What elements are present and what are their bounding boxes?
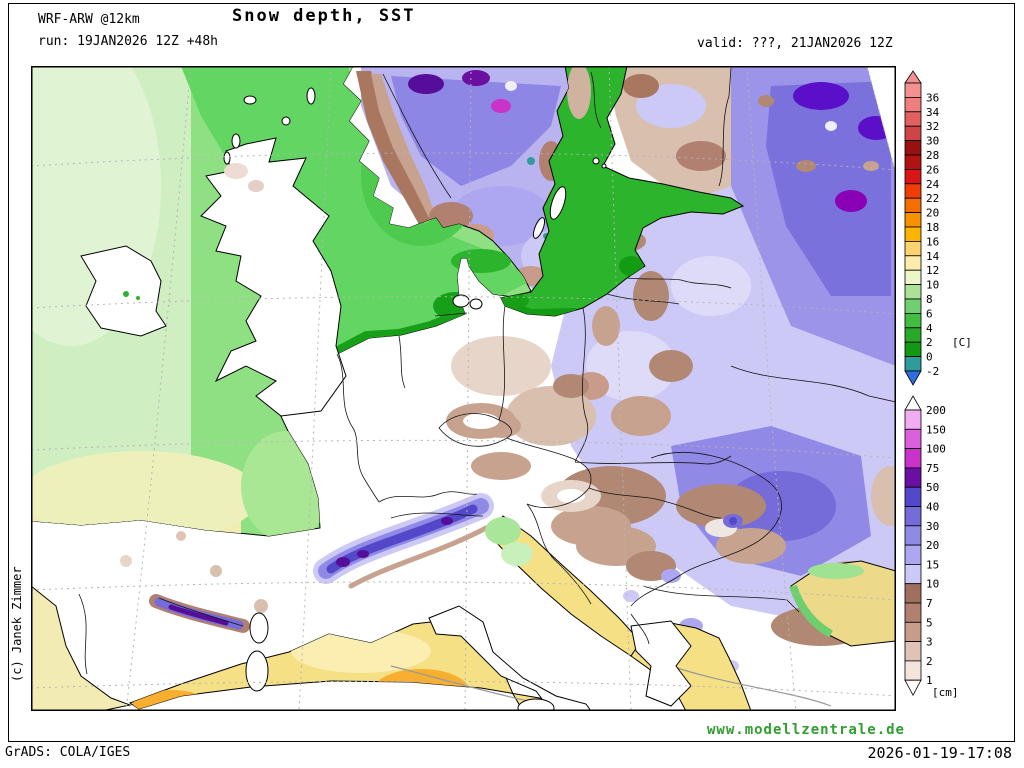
svg-text:16: 16 <box>926 235 939 248</box>
map-island-snow <box>123 163 264 300</box>
svg-text:[C]: [C] <box>952 336 972 349</box>
svg-text:20: 20 <box>926 207 939 220</box>
svg-text:24: 24 <box>926 178 940 191</box>
map-islands-layer <box>80 87 692 718</box>
svg-text:50: 50 <box>926 481 939 494</box>
svg-text:12: 12 <box>926 264 939 277</box>
colorbar-sst: 36 34 32 30 28 26 24 22 20 18 16 14 12 10 8 6 4 2 [C] 0 -2 <box>903 66 973 395</box>
svg-text:6: 6 <box>926 307 933 320</box>
outer-border <box>8 3 1015 742</box>
svg-text:1: 1 <box>926 674 933 687</box>
model-label: WRF-ARW @12km <box>38 12 140 27</box>
svg-text:14: 14 <box>926 250 940 263</box>
svg-text:150: 150 <box>926 423 946 436</box>
svg-text:15: 15 <box>926 558 939 571</box>
svg-text:10: 10 <box>926 279 939 292</box>
svg-text:18: 18 <box>926 221 939 234</box>
svg-text:28: 28 <box>926 149 939 162</box>
map-canvas <box>30 65 911 718</box>
map-borders-layer <box>78 67 897 675</box>
svg-text:5: 5 <box>926 616 933 629</box>
svg-text:30: 30 <box>926 135 939 148</box>
colorbar-snow-depth: 200 150 100 75 50 40 30 20 15 10 7 5 3 2 1 [cm] <box>903 391 973 713</box>
svg-text:2: 2 <box>926 336 933 349</box>
svg-text:22: 22 <box>926 192 939 205</box>
svg-text:0: 0 <box>926 351 933 364</box>
svg-text:200: 200 <box>926 404 946 417</box>
svg-text:36: 36 <box>926 91 939 104</box>
map-frame <box>31 66 896 711</box>
svg-text:40: 40 <box>926 501 939 514</box>
svg-text:3: 3 <box>926 636 933 649</box>
svg-text:30: 30 <box>926 520 939 533</box>
svg-text:2: 2 <box>926 655 933 668</box>
svg-text:-2: -2 <box>926 365 939 378</box>
svg-text:4: 4 <box>926 322 933 335</box>
page-title: Snow depth, SST <box>232 6 416 26</box>
svg-text:7: 7 <box>926 597 933 610</box>
map-graticule-layer <box>30 65 897 712</box>
map-ireland <box>80 245 167 337</box>
map-great-britain <box>200 137 347 417</box>
svg-text:8: 8 <box>926 293 933 306</box>
svg-text:10: 10 <box>926 578 939 591</box>
svg-text:[cm]: [cm] <box>932 686 959 699</box>
svg-text:34: 34 <box>926 106 940 119</box>
grads-credit-label: GrADS: COLA/IGES <box>5 745 131 760</box>
copyright-label: (c) Janek Zimmer <box>10 566 24 682</box>
website-label: www.modellzentrale.de <box>706 722 905 738</box>
svg-text:32: 32 <box>926 120 939 133</box>
timestamp-label: 2026-01-19-17:08 <box>867 744 1013 762</box>
svg-text:20: 20 <box>926 539 939 552</box>
valid-label: valid: ???, 21JAN2026 12Z <box>697 36 893 51</box>
svg-text:26: 26 <box>926 163 939 176</box>
weather-map <box>30 65 911 718</box>
run-label: run: 19JAN2026 12Z +48h <box>38 34 219 49</box>
svg-text:75: 75 <box>926 462 939 475</box>
map-greece <box>630 620 692 707</box>
svg-text:100: 100 <box>926 443 946 456</box>
